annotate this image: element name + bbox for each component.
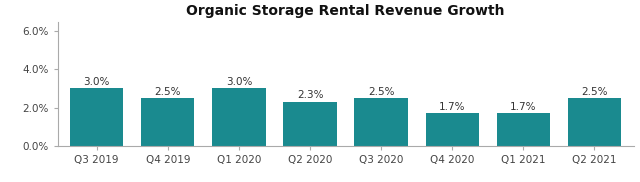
Bar: [497, 113, 550, 146]
Text: 3.0%: 3.0%: [226, 77, 252, 87]
Text: 3.0%: 3.0%: [84, 77, 110, 87]
Text: 2.5%: 2.5%: [368, 87, 394, 97]
Bar: [141, 98, 195, 146]
Text: 2.3%: 2.3%: [297, 90, 323, 100]
Text: 1.7%: 1.7%: [510, 102, 536, 112]
Text: 1.7%: 1.7%: [439, 102, 465, 112]
Bar: [426, 113, 479, 146]
Bar: [355, 98, 408, 146]
Bar: [568, 98, 621, 146]
Text: 2.5%: 2.5%: [581, 87, 608, 97]
Bar: [212, 88, 266, 146]
Bar: [284, 102, 337, 146]
Bar: [70, 88, 124, 146]
Title: Organic Storage Rental Revenue Growth: Organic Storage Rental Revenue Growth: [186, 4, 505, 18]
Text: 2.5%: 2.5%: [155, 87, 181, 97]
